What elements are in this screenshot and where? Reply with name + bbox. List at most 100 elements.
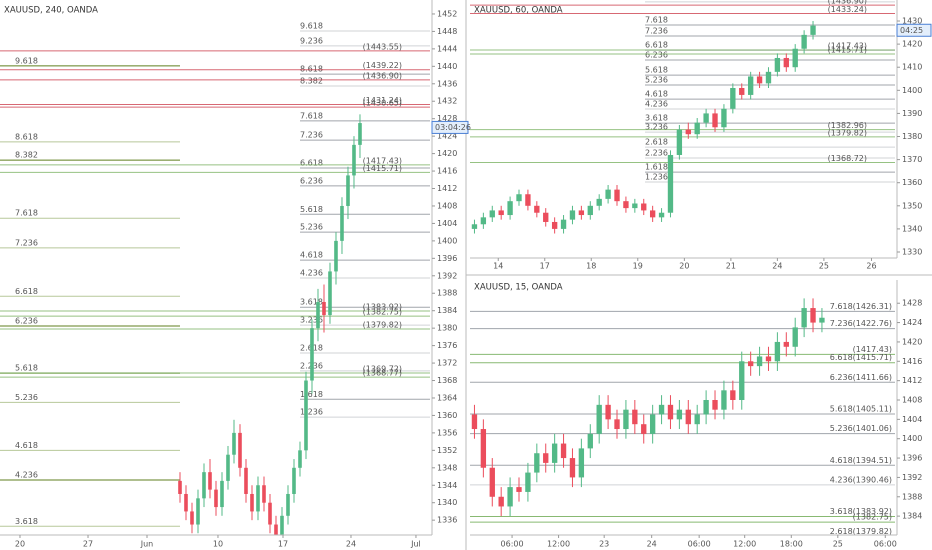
fib-level-label: 9.618 [15,56,38,65]
candle-body [489,210,495,218]
fib-level-label: 3.618 [15,517,38,526]
candle-body [765,71,772,84]
candle-body [783,341,789,347]
fib-level-label: 1.236 [300,408,323,417]
candle-body [605,189,611,199]
y-tick-label: 1428 [902,299,922,308]
y-tick-label: 1344 [437,481,457,490]
fib-level-label: 4.236 [300,268,323,277]
y-tick-label: 1408 [437,201,457,210]
candle-body [605,404,611,420]
current-price-label: 04:25 [900,26,923,35]
candle-body [658,404,665,415]
current-price-tag [431,120,469,134]
candle-body [783,57,789,68]
y-tick-label: 1372 [437,359,457,368]
price-level-label: (1443.55) [363,42,402,51]
fib-level-label: 2.618(1379.82) [830,527,892,536]
candle-body [747,361,754,367]
fib-level-label: 5.618 [300,205,323,214]
candle-body [578,210,585,216]
fib-level-label: 7.618 [645,15,668,24]
price-level-label: (1369.72) [363,365,402,374]
x-tick-label: 20 [15,540,25,549]
candle-body [774,341,781,362]
fib-level-label: 3.236 [300,316,323,325]
candle-body [346,175,350,206]
candle-body [352,144,356,176]
candle-body [569,458,576,478]
candle-body [551,221,558,229]
fib-level-label: 4.618 [300,251,323,260]
fib-level-label: 8.382 [300,76,323,85]
fib-level-label: 3.618 [300,298,323,307]
current-price-tag [896,23,932,37]
y-tick-label: 1400 [902,434,922,443]
price-level-label: (1382.96) [828,121,867,130]
candle-body [507,487,513,507]
y-tick-label: 1430 [902,17,922,26]
fib-level-label: 5.236 [645,75,668,84]
fib-level-label: 6.618 [300,159,323,168]
price-level-label: (1433.24) [828,5,867,14]
y-tick-label: 1440 [437,62,457,71]
price-level-label: (1436.90) [828,0,867,6]
x-tick-label: 12:00 [547,540,570,549]
candle-body [560,219,567,229]
fib-level-label: 7.236 [645,27,668,36]
fib-level-label: 9.236 [300,36,323,45]
y-tick-label: 1420 [902,337,922,346]
y-tick-label: 1376 [437,341,457,350]
y-tick-label: 1368 [437,376,457,385]
fib-level-label: 7.236(1422.76) [830,319,892,328]
y-tick-label: 1360 [902,178,922,187]
y-tick-label: 1380 [902,132,922,141]
x-tick-label: 06:00 [501,540,524,549]
y-tick-label: 1436 [437,79,457,88]
candle-body [286,493,290,516]
price-level-label: (1368.72) [828,154,867,163]
y-tick-label: 1400 [437,236,457,245]
candle-body [569,210,576,220]
price-level-label: (1383.92) [363,303,402,312]
candle-body [801,34,807,49]
candle-body [792,327,798,347]
y-tick-label: 1410 [902,63,922,72]
y-tick-label: 1396 [902,454,922,463]
fib-level-label: 1.618 [645,163,668,172]
candle-body [730,390,736,400]
candle-body [747,76,754,95]
y-tick-label: 1364 [437,393,457,402]
candle-body [756,356,763,367]
fib-level-label: 4.618(1394.51) [830,456,892,465]
fib-level-label: 3.236 [645,123,668,132]
fib-level-label: 2.618 [645,138,668,147]
fib-level-label: 7.236 [15,238,38,247]
x-tick-label: 24 [772,262,782,271]
candle-body [721,108,727,128]
y-tick-label: 1428 [437,114,457,123]
candle-body [471,414,478,430]
candle-body [685,409,691,425]
candle-body [525,194,531,206]
candle-body [489,467,495,497]
candle-body [268,502,272,525]
price-level-label: (1417.43) [828,42,867,51]
fib-level-label: 4.236 [645,100,668,109]
y-tick-label: 1392 [437,271,457,280]
candle-body [298,450,302,468]
candle-body [765,356,772,362]
y-tick-label: 1380 [437,324,457,333]
x-tick-label: 18:00 [780,540,803,549]
candle-body [649,414,656,434]
candle-body [244,467,248,494]
fib-level-label: 6.236 [300,176,323,185]
candle-body [316,301,320,329]
y-tick-label: 1420 [437,149,457,158]
candle-body [632,203,638,209]
candle-body [202,472,206,499]
y-tick-label: 1392 [902,473,922,482]
price-level-label: (1379.82) [828,128,867,137]
fib-level-label: 3.618(1383.92) [830,507,892,516]
